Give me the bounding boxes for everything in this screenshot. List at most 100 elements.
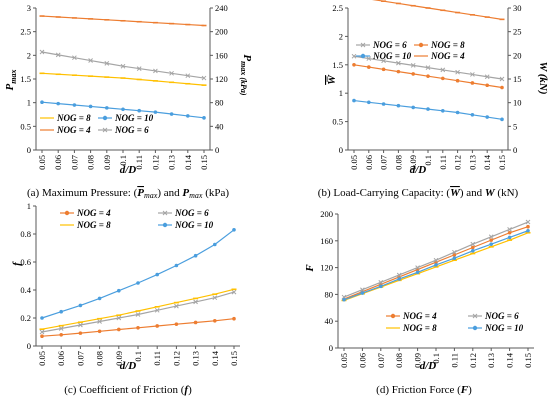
data-point xyxy=(39,329,45,335)
data-point xyxy=(526,224,530,229)
legend-entry: NOG = 4 xyxy=(40,125,91,135)
legend-marker xyxy=(472,325,478,331)
legend-label: NOG = 4 xyxy=(430,51,465,61)
data-point xyxy=(411,105,416,110)
data-point xyxy=(55,52,61,58)
data-point xyxy=(366,56,372,61)
data-point xyxy=(117,288,121,293)
legend-entry: NOG = 8 xyxy=(414,40,465,50)
legend-marker xyxy=(102,115,108,121)
data-point xyxy=(39,49,45,55)
data-point xyxy=(342,297,346,302)
x-tick-label: 0.08 xyxy=(95,351,105,366)
legend-marker xyxy=(162,210,168,216)
chart-a-plot: 0 0.5 1 1.5 2 2.5 3 0 40 80 120 160 200 240 0.05 0.06 0.… xyxy=(20,3,227,170)
legend-entry: NOG = 6 xyxy=(158,208,209,218)
data-point xyxy=(117,327,121,332)
x-tick-label: 0.13 xyxy=(167,155,177,170)
legend-entry: NOG = 4 xyxy=(386,311,437,321)
x-tick-label: 0.13 xyxy=(486,353,496,368)
legend-label: NOG = 8 xyxy=(76,220,111,230)
x-tick-label: 0.12 xyxy=(453,155,463,170)
data-point xyxy=(231,289,237,295)
data-point xyxy=(397,277,402,281)
y2-tick-label: 160 xyxy=(215,50,228,60)
x-tick-label: 0.11 xyxy=(152,351,162,366)
y2-tick-label: 0 xyxy=(513,145,517,155)
x-tick-label: 0.05 xyxy=(37,351,47,366)
data-point xyxy=(470,81,475,85)
y-tick-label: 1.5 xyxy=(20,74,31,84)
x-tick-label: 0.1 xyxy=(133,351,143,362)
legend-marker xyxy=(102,127,108,133)
chart-d: F d/D (d) Friction Force (F) xyxy=(304,264,472,396)
data-point xyxy=(136,326,140,330)
data-point xyxy=(193,299,198,305)
data-point xyxy=(136,66,142,71)
data-point xyxy=(155,272,159,277)
chart-b-y-axis-label: W̅ xyxy=(326,74,338,85)
legend-label: NOG = 8 xyxy=(56,113,91,123)
data-point xyxy=(411,72,416,76)
data-point xyxy=(202,116,206,120)
x-tick-label: 0.12 xyxy=(171,351,181,366)
x-tick-label: 0.05 xyxy=(339,353,349,368)
x-tick-label: 0.11 xyxy=(438,155,448,170)
x-tick-label: 0.14 xyxy=(482,154,492,170)
legend-label: NOG = 6 xyxy=(174,208,209,218)
data-point xyxy=(500,85,504,90)
data-point xyxy=(155,324,159,328)
legend-entry: NOG = 4 xyxy=(414,51,465,61)
data-point xyxy=(396,69,401,74)
data-point xyxy=(455,69,460,75)
y-tick-label: 2 xyxy=(27,50,31,60)
x-tick-label: 0.09 xyxy=(408,155,418,170)
data-point xyxy=(425,65,431,70)
x-tick-label: 0.07 xyxy=(75,351,85,366)
data-point xyxy=(452,253,457,257)
x-tick-label: 0.14 xyxy=(210,350,220,366)
legend-label: NOG = 4 xyxy=(56,125,91,135)
data-point xyxy=(379,284,383,289)
data-point xyxy=(232,316,236,321)
data-point xyxy=(213,242,217,247)
data-point xyxy=(471,249,475,253)
data-point xyxy=(212,295,218,301)
legend-entry: NOG = 8 xyxy=(386,323,437,333)
legend-entry: NOG = 8 xyxy=(40,113,91,123)
legend-label: NOG = 10 xyxy=(114,113,154,123)
data-point xyxy=(381,102,386,106)
data-point xyxy=(169,70,174,76)
data-point xyxy=(97,329,102,334)
chart-a-y-axis-label: Pmax xyxy=(4,70,18,91)
y-tick-label: 0.8 xyxy=(20,229,31,239)
legend-entry: NOG = 10 xyxy=(356,51,412,61)
data-point xyxy=(381,67,386,72)
legend-entry: NOG = 4 xyxy=(60,208,111,218)
legend-marker xyxy=(162,222,168,228)
y2-tick-label: 120 xyxy=(215,74,228,84)
y-tick-label: 2 xyxy=(339,31,343,41)
data-point xyxy=(426,107,430,111)
data-point xyxy=(174,322,179,326)
x-tick-label: 0.14 xyxy=(505,352,515,368)
data-point xyxy=(59,309,63,314)
x-tick-label: 0.06 xyxy=(364,155,374,170)
legend-entry: NOG = 6 xyxy=(356,40,407,50)
y-tick-label: 1 xyxy=(339,88,343,98)
chart-c-plot: 0 0.2 0.4 0.6 0.8 1 0.05 0.06 0.07 0.08 0.09 0.1 0.1… xyxy=(20,201,240,366)
x-tick-label: 0.06 xyxy=(56,351,66,366)
data-point xyxy=(137,108,141,113)
legend-label: NOG = 8 xyxy=(402,323,437,333)
legend-entry: NOG = 6 xyxy=(468,311,519,321)
data-point xyxy=(507,227,512,232)
data-point xyxy=(488,234,494,240)
legend-label: NOG = 6 xyxy=(372,40,407,50)
data-point xyxy=(367,100,371,105)
legend-label: NOG = 10 xyxy=(484,323,524,333)
x-tick-label: 0.15 xyxy=(229,351,239,366)
data-point xyxy=(56,101,60,106)
x-tick-label: 0.07 xyxy=(376,353,386,368)
x-tick-label: 0.05 xyxy=(37,155,47,170)
data-point xyxy=(484,74,490,80)
